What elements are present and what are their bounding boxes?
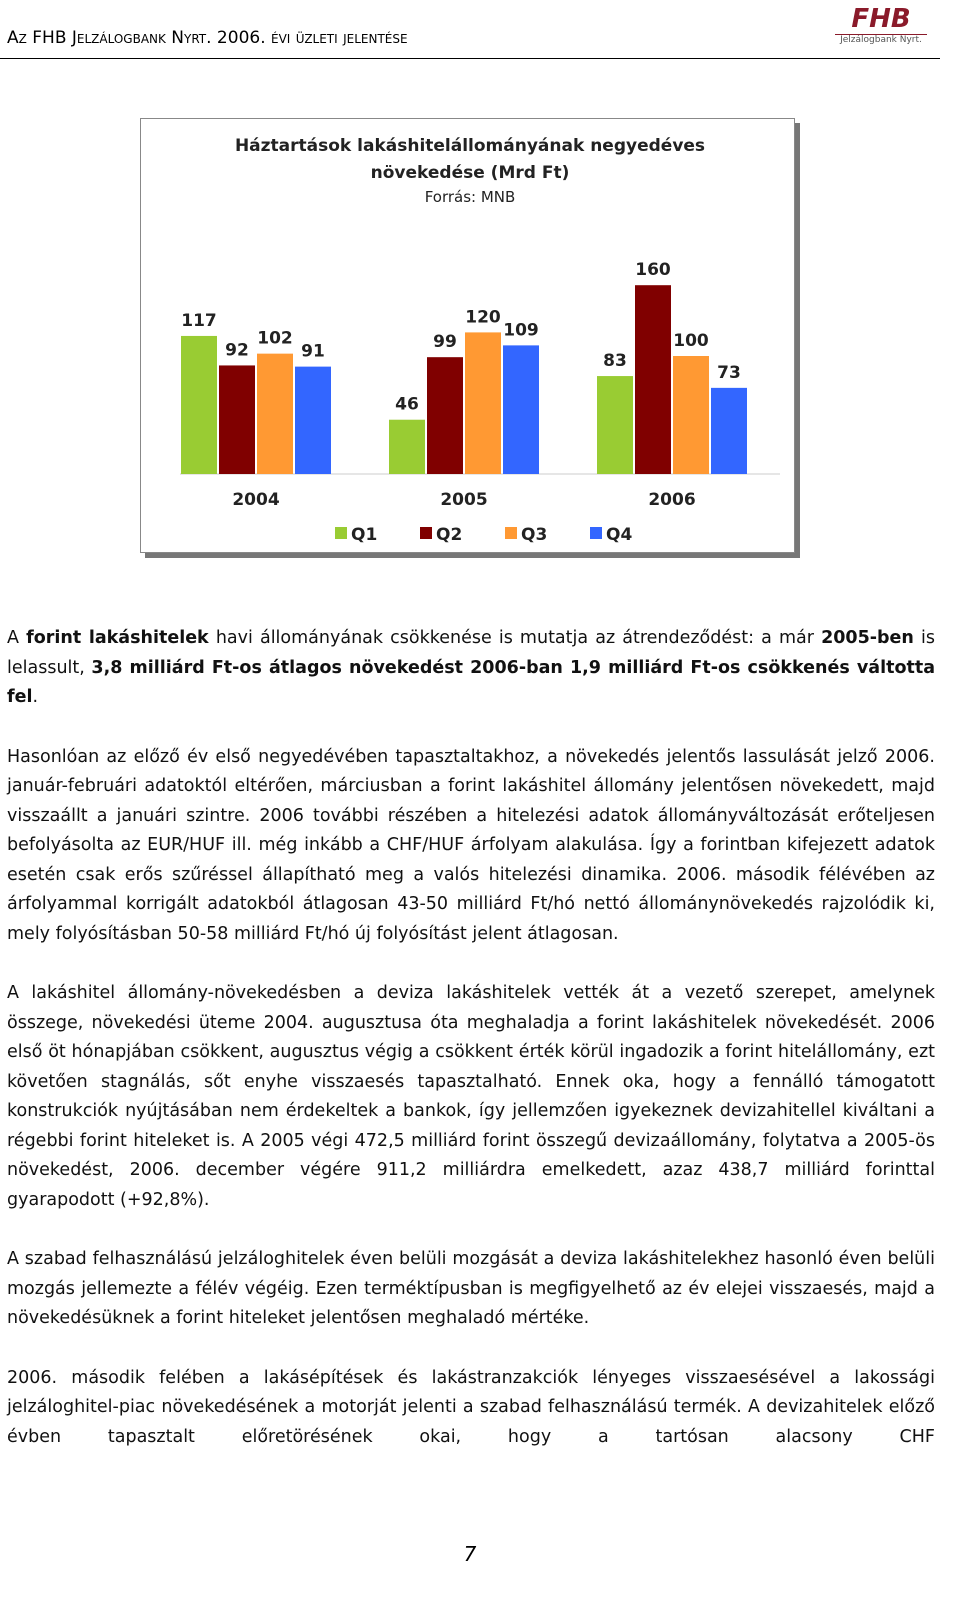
paragraph: 2006. második felében a lakásépítések és… [7,1364,935,1453]
data-label: 83 [603,351,627,371]
logo-mark: FHB [851,4,911,34]
bar [181,335,217,474]
header-title: Az FHB Jelzálogbank Nyrt. 2006. évi üzle… [7,28,408,48]
legend-label: Q3 [521,525,547,545]
legend-swatch [420,527,432,539]
bar [597,376,633,474]
legend-swatch [590,527,602,539]
paragraph: Hasonlóan az előző év első negyedévében … [7,743,935,950]
bar [711,387,747,474]
paragraph: A forint lakáshitelek havi állományának … [7,624,935,713]
legend-label: Q2 [436,525,462,545]
paragraph: A szabad felhasználású jelzáloghitelek é… [7,1245,935,1334]
x-tick-label: 2004 [232,490,279,510]
bar [503,345,539,474]
logo: FHB Jelzálogbank Nyrt. [835,4,927,45]
text-run: A lakáshitel állomány-növekedésben a dev… [7,983,935,1210]
header-rule [0,58,940,59]
text-run: A [7,628,27,648]
text-run: is lelassult, [7,628,935,678]
chart-title: Háztartások lakáshitelállományának negye… [234,136,706,183]
text-run: Hasonlóan az előző év első negyedévében … [7,746,935,944]
x-tick-label: 2006 [648,490,695,510]
logo-subtitle: Jelzálogbank Nyrt. [835,34,927,45]
data-label: 109 [503,320,539,340]
data-label: 102 [257,329,293,349]
bar [257,353,293,474]
bar [635,285,671,474]
data-label: 92 [225,340,249,360]
data-label: 73 [717,363,741,383]
bold-text: forint lakáshitelek [26,628,209,648]
data-label: 99 [433,332,457,352]
x-tick-label: 2005 [440,490,487,510]
text-run: havi állományának csökkenése is mutatja … [208,628,822,648]
bold-text: 2005-ben [821,628,914,648]
bar [673,356,709,474]
bar [295,366,331,474]
data-label: 160 [635,260,671,280]
bar [219,365,255,474]
bold-text: 3,8 milliárd Ft-os átlagos növekedést 20… [7,657,936,708]
page-number: 7 [463,1542,477,1566]
data-label: 120 [465,307,501,327]
data-label: 46 [395,395,419,415]
legend-label: Q4 [606,525,632,545]
legend-swatch [335,527,347,539]
text-run: . [32,687,39,707]
chart-subtitle: Forrás: MNB [424,188,516,206]
paragraph: A lakáshitel állomány-növekedésben a dev… [7,979,935,1215]
text-run: 2006. második felében a lakásépítések és… [7,1367,935,1447]
data-label: 100 [673,331,709,351]
data-label: 117 [181,311,217,331]
legend-swatch [505,527,517,539]
bar [465,332,501,474]
data-label: 91 [301,342,325,362]
legend-label: Q1 [351,525,377,545]
text-run: A szabad felhasználású jelzáloghitelek é… [7,1249,935,1328]
bar [427,357,463,474]
bar [389,419,425,474]
body-text: A forint lakáshitelek havi állományának … [7,624,935,1482]
